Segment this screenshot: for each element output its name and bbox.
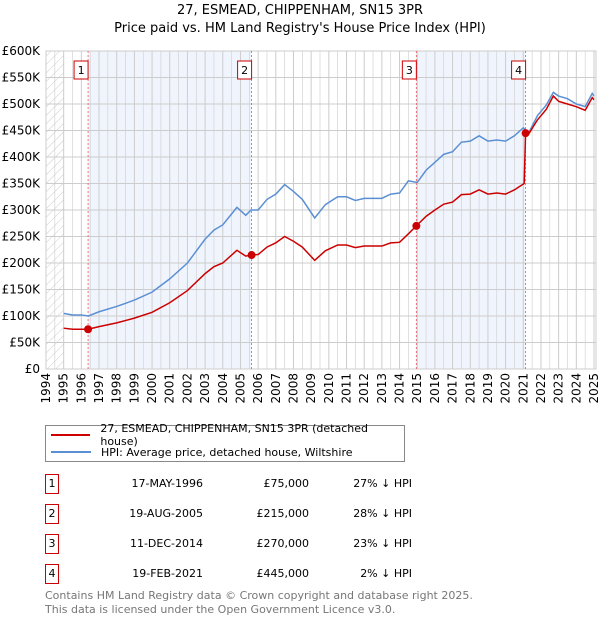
x-tick-label: 2021 — [516, 373, 530, 404]
legend: 27, ESMEAD, CHIPPENHAM, SN15 3PR (detach… — [45, 422, 405, 462]
chart-subtitle: Price paid vs. HM Land Registry's House … — [114, 21, 486, 36]
x-tick-label: 1999 — [127, 373, 141, 404]
sale-price: £75,000 — [263, 477, 310, 490]
x-tick-label: 2004 — [216, 373, 230, 404]
y-tick-label: £0 — [25, 362, 40, 376]
sale-hpi-diff: 2% ↓ HPI — [360, 567, 412, 580]
footer-licence: This data is licensed under the Open Gov… — [45, 603, 396, 616]
y-tick-label: £500K — [2, 97, 42, 111]
y-tick-label: £100K — [2, 309, 42, 323]
x-tick-label: 2000 — [145, 373, 159, 404]
legend-label: 27, ESMEAD, CHIPPENHAM, SN15 3PR (detach… — [100, 422, 368, 448]
x-tick-label: 2001 — [163, 373, 177, 404]
y-tick-label: £450K — [2, 124, 42, 138]
x-tick-label: 2010 — [322, 373, 336, 404]
sale-price: £270,000 — [256, 537, 310, 550]
sale-point — [84, 325, 93, 334]
x-tick-label: 2018 — [463, 373, 477, 404]
blue-line-swatch — [51, 451, 91, 453]
sale-label: 1 — [78, 64, 85, 77]
x-tick-label: 2013 — [375, 373, 389, 404]
sale-label-box — [237, 60, 253, 80]
sale-number: 3 — [45, 534, 59, 554]
y-tick-label: £600K — [2, 44, 42, 58]
footer-copyright: Contains HM Land Registry data © Crown c… — [45, 589, 473, 602]
sale-point — [521, 129, 530, 138]
y-tick-label: £50K — [9, 336, 41, 350]
x-tick-label: 2005 — [233, 373, 247, 404]
y-tick-label: £250K — [2, 230, 42, 244]
sale-date: 19-FEB-2021 — [132, 567, 203, 580]
x-tick-label: 2007 — [269, 373, 283, 404]
legend-item-hpi: HPI: Average price, detached house, Wilt… — [51, 444, 353, 460]
sale-price: £445,000 — [256, 567, 310, 580]
x-tick-label: 2017 — [446, 373, 460, 404]
sale-label-box — [73, 60, 89, 80]
sale-label: 3 — [406, 64, 413, 77]
price-chart: £0 £50K £100K £150K £200K £250K £300K £350K £400… — [2, 44, 600, 404]
sale-hpi-diff: 28% ↓ HPI — [353, 507, 412, 520]
sale-number: 1 — [45, 474, 59, 494]
sale-hpi-diff: 27% ↓ HPI — [353, 477, 412, 490]
x-tick-label: 2003 — [198, 373, 212, 404]
x-tick-label: 2022 — [534, 373, 548, 404]
y-tick-label: £200K — [2, 256, 42, 270]
sale-hpi-diff: 23% ↓ HPI — [353, 537, 412, 550]
x-tick-label: 1994 — [39, 373, 53, 404]
x-tick-label: 2012 — [357, 373, 371, 404]
x-tick-label: 2025 — [587, 373, 600, 404]
sale-row: 4 19-FEB-2021 £445,000 2% ↓ HPI — [45, 564, 412, 584]
sale-label: 4 — [515, 64, 522, 77]
x-tick-label: 2020 — [499, 373, 513, 404]
red-line-swatch — [51, 434, 91, 436]
y-tick-label: £400K — [2, 150, 42, 164]
x-tick-label: 1995 — [57, 373, 71, 404]
x-tick-label: 2008 — [286, 373, 300, 404]
sale-date: 19-AUG-2005 — [129, 507, 203, 520]
y-tick-label: £550K — [2, 71, 42, 85]
x-tick-label: 1997 — [92, 373, 106, 404]
sale-row: 1 17-MAY-1996 £75,000 27% ↓ HPI — [45, 474, 412, 494]
y-tick-label: £300K — [2, 203, 42, 217]
x-tick-label: 2006 — [251, 373, 265, 404]
sale-number: 2 — [45, 504, 59, 524]
sale-price: £215,000 — [256, 507, 310, 520]
x-tick-label: 2016 — [428, 373, 442, 404]
x-tick-label: 2011 — [340, 373, 354, 404]
chart-title: 27, ESMEAD, CHIPPENHAM, SN15 3PR — [176, 3, 424, 18]
sale-date: 17-MAY-1996 — [131, 477, 203, 490]
legend-label: HPI: Average price, detached house, Wilt… — [101, 445, 353, 459]
x-tick-label: 1998 — [110, 373, 124, 404]
sale-date: 11-DEC-2014 — [129, 537, 203, 550]
x-tick-label: 2002 — [180, 373, 194, 404]
sale-row: 3 11-DEC-2014 £270,000 23% ↓ HPI — [45, 534, 412, 554]
sale-label-box — [511, 60, 527, 80]
sale-point — [247, 251, 256, 260]
x-tick-label: 2015 — [410, 373, 424, 404]
x-tick-label: 1996 — [74, 373, 88, 404]
x-tick-label: 2009 — [304, 373, 318, 404]
y-tick-label: £350K — [2, 177, 42, 191]
x-tick-label: 2024 — [569, 373, 583, 404]
y-tick-label: £150K — [2, 283, 42, 297]
x-tick-label: 2023 — [552, 373, 566, 404]
sale-label-box — [401, 60, 417, 80]
sale-number: 4 — [45, 564, 59, 584]
sale-point — [412, 221, 421, 230]
legend-item-property: 27, ESMEAD, CHIPPENHAM, SN15 3PR (detach… — [51, 422, 404, 448]
x-tick-label: 2014 — [393, 373, 407, 404]
sale-label: 2 — [241, 64, 248, 77]
sale-row: 2 19-AUG-2005 £215,000 28% ↓ HPI — [45, 504, 412, 524]
x-tick-label: 2019 — [481, 373, 495, 404]
